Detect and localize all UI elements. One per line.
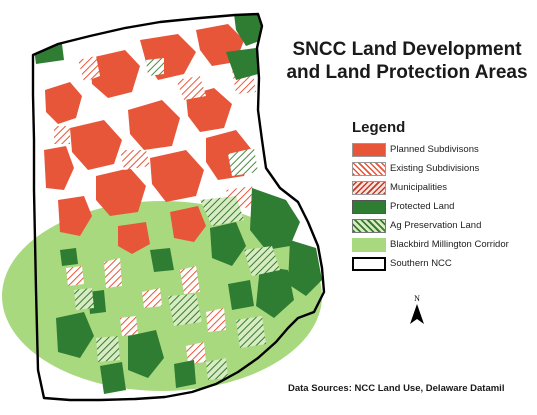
legend-item-existing: Existing Subdivisions <box>352 159 509 178</box>
legend-item-municipalities: Municipalities <box>352 178 509 197</box>
ag-preservation-land <box>96 336 120 362</box>
ag-preservation-land <box>200 196 244 226</box>
legend-item-planned: Planned Subdivisons <box>352 140 509 159</box>
legend-swatch-existing <box>352 161 386 176</box>
protected-land <box>60 248 78 266</box>
existing-subdivision <box>176 76 206 100</box>
protected-land <box>56 312 94 358</box>
planned-subdivision <box>170 206 206 242</box>
protected-land <box>210 222 246 266</box>
map-title-line1: SNCC Land Development <box>292 39 522 60</box>
planned-subdivision <box>90 50 140 98</box>
existing-subdivision <box>54 126 70 144</box>
existing-subdivision <box>186 342 206 364</box>
legend-label: Planned Subdivisons <box>390 144 479 155</box>
existing-subdivision <box>142 288 162 308</box>
legend-label: Blackbird Millington Corridor <box>390 239 509 250</box>
planned-subdivision <box>45 82 82 124</box>
ag-preservation-land <box>168 294 202 326</box>
legend-label: Southern NCC <box>390 258 452 269</box>
north-arrow-shape <box>410 304 424 324</box>
planned-subdivision <box>150 150 204 202</box>
protected-land <box>228 280 254 310</box>
north-label: N <box>414 294 420 303</box>
land-use-layer <box>34 14 322 394</box>
planned-subdivision <box>118 222 150 254</box>
protected-land <box>288 240 322 296</box>
protected-land <box>100 362 126 394</box>
legend-label: Ag Preservation Land <box>390 220 482 231</box>
legend-item-protected: Protected Land <box>352 197 509 216</box>
map-title-line2: and Land Protection Areas <box>286 62 528 83</box>
legend: Planned Subdivisons Existing Subdivision… <box>352 140 509 273</box>
protected-land <box>256 266 294 318</box>
planned-subdivision <box>44 146 74 190</box>
planned-subdivision <box>58 196 92 236</box>
ag-preservation-land <box>244 246 280 276</box>
legend-swatch-corridor <box>352 237 386 252</box>
north-arrow-icon: N <box>410 294 424 324</box>
legend-label: Municipalities <box>390 182 448 193</box>
ag-preservation-land <box>236 316 266 348</box>
existing-subdivision <box>104 258 122 288</box>
ag-preservation-land <box>228 148 258 176</box>
legend-item-corridor: Blackbird Millington Corridor <box>352 235 509 254</box>
legend-label: Protected Land <box>390 201 455 212</box>
existing-subdivision <box>66 266 84 286</box>
southern-ncc-boundary <box>31 12 326 402</box>
legend-item-boundary: Southern NCC <box>352 254 509 273</box>
protected-land <box>174 360 196 388</box>
ag-preservation-land <box>146 58 164 76</box>
existing-subdivision <box>180 266 200 294</box>
ag-preservation-land <box>74 288 94 310</box>
protected-land <box>150 248 174 272</box>
planned-subdivision <box>70 120 122 170</box>
existing-subdivision <box>120 316 138 336</box>
ag-preservation-land <box>206 358 228 380</box>
legend-swatch-ag <box>352 218 386 233</box>
planned-subdivision <box>128 100 180 150</box>
map-title: SNCC Land Development and Land Protectio… <box>282 38 532 84</box>
protected-land <box>226 48 258 80</box>
legend-swatch-boundary <box>352 256 386 271</box>
existing-subdivision <box>120 150 150 170</box>
legend-title: Legend <box>352 119 406 136</box>
legend-swatch-planned <box>352 142 386 157</box>
legend-swatch-protected <box>352 199 386 214</box>
legend-item-ag: Ag Preservation Land <box>352 216 509 235</box>
planned-subdivision <box>96 168 146 216</box>
protected-land <box>234 14 262 46</box>
planned-subdivision <box>186 88 232 132</box>
protected-land <box>250 188 300 250</box>
protected-land <box>128 330 164 378</box>
existing-subdivision <box>206 308 226 332</box>
legend-label: Existing Subdivisions <box>390 163 480 174</box>
data-sources: Data Sources: NCC Land Use, Delaware Dat… <box>288 383 505 394</box>
legend-swatch-municipalities <box>352 180 386 195</box>
existing-subdivision <box>78 56 100 82</box>
